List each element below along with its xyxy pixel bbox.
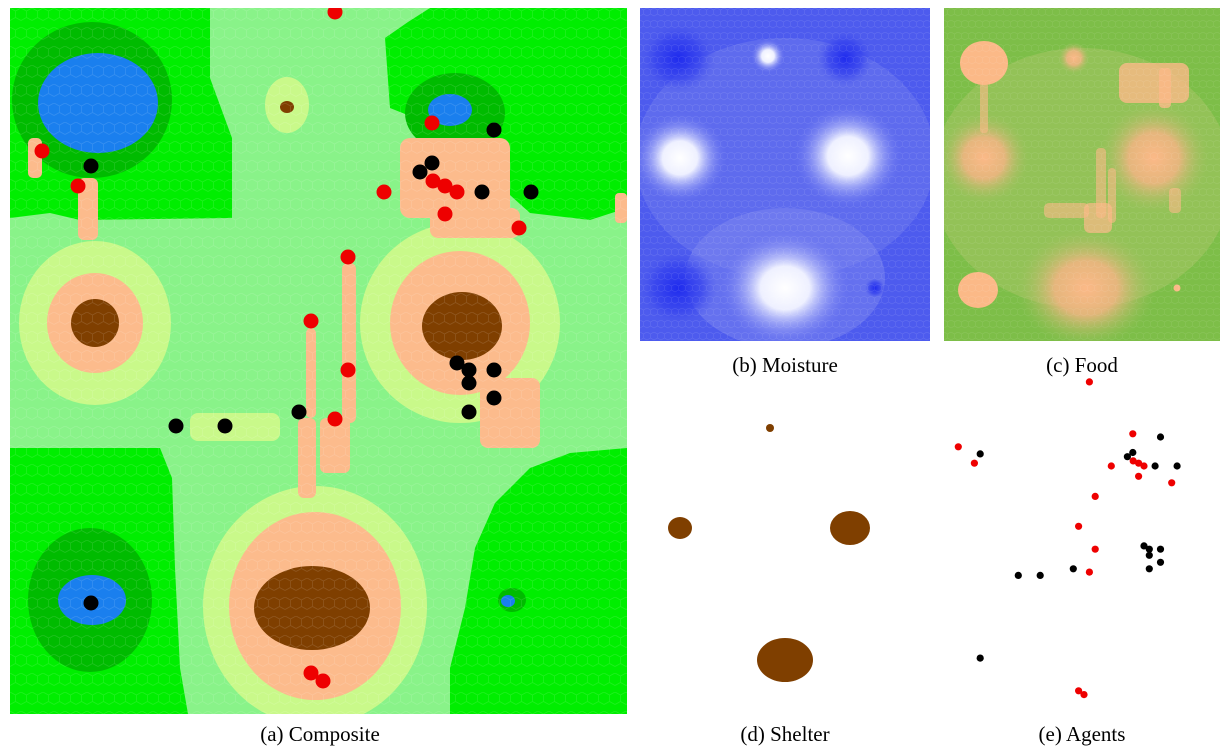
food-map-panel (944, 8, 1220, 341)
agent-black (83, 158, 99, 174)
agent-red-dot (1080, 691, 1088, 699)
agent-red-dot (1129, 430, 1137, 438)
agent-black-dot (1129, 448, 1137, 457)
agent-black-dot (1145, 565, 1153, 573)
agent-red-dot (1107, 462, 1115, 470)
agent-red (340, 249, 356, 265)
shelter-map (668, 424, 870, 682)
composite-map-panel (10, 8, 627, 714)
agent-black (291, 404, 307, 420)
agent-black-dot (1156, 433, 1165, 441)
agent-red (511, 220, 527, 236)
agent-red-dot (1075, 687, 1083, 695)
agent-black (486, 390, 502, 406)
caption-shelter: (d) Shelter (740, 722, 830, 746)
agent-black-dot (1140, 542, 1148, 550)
caption-agents: (e) Agents (1038, 722, 1126, 746)
agent-black (486, 362, 502, 378)
agent-red (425, 173, 441, 189)
agent-red (327, 411, 343, 427)
moisture-map-panel (640, 8, 930, 341)
agent-red-dot (970, 459, 978, 467)
agent-red-dot (1168, 479, 1176, 487)
agent-red (34, 143, 50, 159)
agent-black-dot (1156, 545, 1165, 553)
agent-black (412, 164, 428, 180)
agent-black (424, 155, 440, 171)
food-map (944, 8, 1220, 341)
agent-red (327, 8, 343, 20)
agents-map (954, 378, 1181, 699)
agent-red-dot (1085, 378, 1093, 386)
agent-black (523, 184, 539, 200)
agent-red-dot (1091, 492, 1099, 500)
agent-red (303, 313, 319, 329)
agent-black (486, 122, 502, 138)
agent-black (449, 355, 465, 371)
agent-red (437, 178, 453, 194)
agent-black-dot (1156, 558, 1165, 566)
agent-red-dot (1129, 457, 1137, 465)
agent-red (340, 362, 356, 378)
agent-black-dot (1173, 462, 1181, 470)
agent-red-dot (1135, 472, 1143, 480)
agent-black-dot (1145, 551, 1153, 559)
agent-black-dot (1123, 453, 1131, 461)
caption-composite: (a) Composite (260, 722, 380, 746)
agent-red-dot (1091, 545, 1099, 553)
agents-map-panel (944, 378, 1220, 718)
agent-black (217, 418, 233, 434)
agent-black (461, 362, 477, 378)
agent-red (315, 673, 331, 689)
agent-black-dot (976, 654, 984, 662)
shelter-map-panel (640, 378, 930, 718)
agent-red-dot (1085, 568, 1093, 576)
agent-red-dot (1075, 522, 1083, 530)
agent-black (461, 404, 477, 420)
agent-red-dot (954, 443, 962, 451)
agent-black-dot (976, 450, 984, 458)
caption-moisture: (b) Moisture (732, 353, 838, 377)
agent-black (168, 418, 184, 434)
agent-black-dot (1151, 462, 1159, 470)
moisture-map (640, 8, 930, 341)
agent-black-dot (1145, 545, 1153, 553)
agent-black-dot (1036, 571, 1044, 579)
agent-red (424, 115, 440, 131)
agent-black (474, 184, 490, 200)
agent-red (303, 665, 319, 681)
composite-agents (34, 8, 539, 689)
agent-red (437, 206, 453, 222)
agent-red (376, 184, 392, 200)
agent-black (83, 595, 99, 611)
composite-map (10, 8, 627, 714)
caption-food: (c) Food (1046, 353, 1118, 377)
agent-red-dot (1140, 462, 1148, 470)
shelter-blobs (668, 424, 870, 682)
agent-red-dot (1135, 459, 1143, 467)
agent-black-dot (1014, 571, 1022, 579)
agent-black (461, 375, 477, 391)
agent-red (70, 178, 86, 194)
agent-red (449, 184, 465, 200)
agent-black-dot (1069, 565, 1077, 573)
